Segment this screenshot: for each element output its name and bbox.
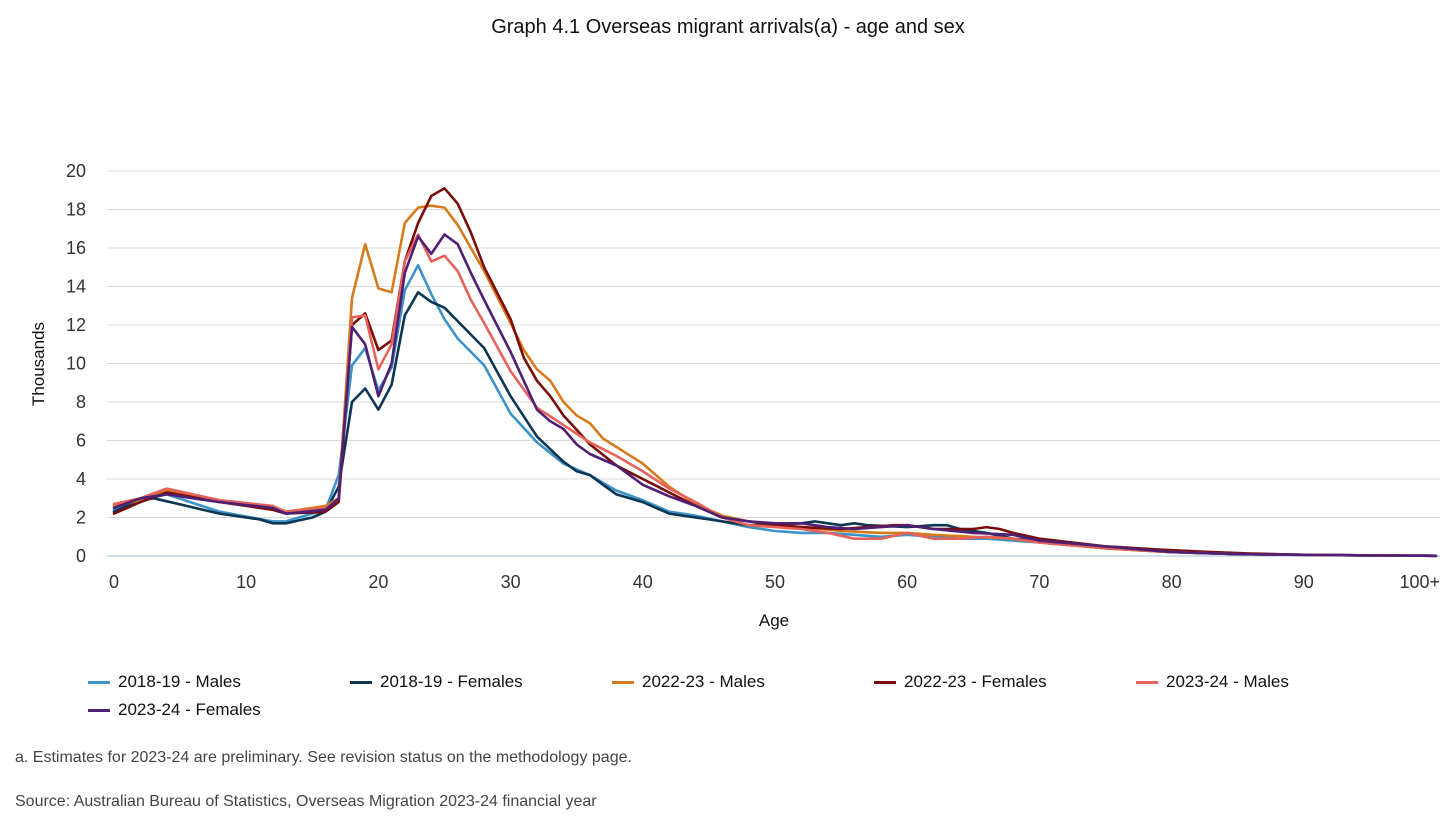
legend-label: 2022-23 - Females bbox=[904, 672, 1047, 691]
legend-label: 2023-24 - Females bbox=[118, 700, 261, 719]
y-tick-label: 6 bbox=[76, 431, 86, 451]
footnote: a. Estimates for 2023-24 are preliminary… bbox=[15, 749, 632, 766]
x-tick-label: 20 bbox=[368, 572, 388, 592]
source-note: Source: Australian Bureau of Statistics,… bbox=[15, 793, 597, 810]
legend-swatch bbox=[88, 708, 110, 712]
legend-item[interactable]: 2023-24 - Males bbox=[1136, 668, 1398, 696]
legend-swatch bbox=[612, 680, 634, 684]
chart-title: Graph 4.1 Overseas migrant arrivals(a) -… bbox=[491, 16, 965, 38]
legend-label: 2018-19 - Females bbox=[380, 672, 523, 691]
y-tick-label: 2 bbox=[76, 508, 86, 528]
x-tick-label: 10 bbox=[236, 572, 256, 592]
x-tick-label: 80 bbox=[1162, 572, 1182, 592]
legend-label: 2022-23 - Males bbox=[642, 672, 765, 691]
legend: 2018-19 - Males 2018-19 - Females 2022-23 … bbox=[88, 668, 1428, 724]
legend-swatch bbox=[88, 680, 110, 684]
y-tick-label: 20 bbox=[66, 161, 86, 181]
legend-item[interactable]: 2018-19 - Males bbox=[88, 668, 350, 696]
legend-item[interactable]: 2022-23 - Males bbox=[612, 668, 874, 696]
x-tick-label: 70 bbox=[1029, 572, 1049, 592]
x-tick-label: 60 bbox=[897, 572, 917, 592]
x-axis-ticks: 0 10 20 30 40 50 60 70 80 90 100+ bbox=[109, 572, 1440, 592]
y-tick-label: 14 bbox=[66, 277, 86, 297]
y-tick-label: 8 bbox=[76, 392, 86, 412]
y-tick-label: 18 bbox=[66, 200, 86, 220]
legend-swatch bbox=[1136, 680, 1158, 684]
x-tick-label: 40 bbox=[633, 572, 653, 592]
series-line-4 bbox=[112, 187, 1438, 558]
legend-label: 2023-24 - Males bbox=[1166, 672, 1289, 691]
legend-swatch bbox=[350, 680, 372, 684]
legend-item[interactable]: 2018-19 - Females bbox=[350, 668, 612, 696]
y-tick-label: 12 bbox=[66, 315, 86, 335]
x-tick-label: 0 bbox=[109, 572, 119, 592]
x-axis-title: Age bbox=[759, 611, 789, 630]
series-lines bbox=[112, 187, 1438, 558]
y-tick-label: 4 bbox=[76, 469, 86, 489]
x-tick-label: 100+ bbox=[1399, 572, 1440, 592]
y-tick-label: 16 bbox=[66, 238, 86, 258]
legend-item[interactable]: 2023-24 - Females bbox=[88, 696, 350, 724]
y-tick-label: 0 bbox=[76, 546, 86, 566]
x-tick-label: 50 bbox=[765, 572, 785, 592]
series-line-6 bbox=[112, 233, 1438, 558]
series-line-3 bbox=[112, 204, 1438, 558]
y-axis-title: Thousands bbox=[29, 322, 48, 406]
legend-swatch bbox=[874, 680, 896, 684]
y-axis-ticks: 0 2 4 6 8 10 12 14 16 18 20 bbox=[66, 161, 86, 566]
x-tick-label: 90 bbox=[1294, 572, 1314, 592]
y-tick-label: 10 bbox=[66, 354, 86, 374]
x-tick-label: 30 bbox=[501, 572, 521, 592]
series-line-2 bbox=[112, 290, 1438, 558]
legend-label: 2018-19 - Males bbox=[118, 672, 241, 691]
gridlines bbox=[107, 170, 1440, 557]
legend-item[interactable]: 2022-23 - Females bbox=[874, 668, 1136, 696]
